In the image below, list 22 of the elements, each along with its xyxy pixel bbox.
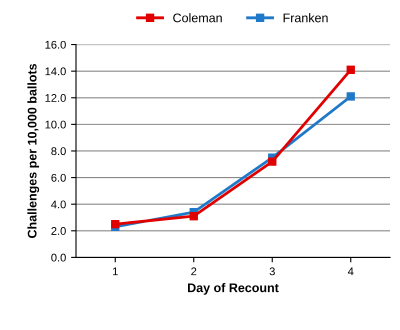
point <box>190 212 198 220</box>
legend-label: Coleman <box>173 13 222 22</box>
y-tick-label: 14.0 <box>46 67 66 76</box>
x-tick-label: 2 <box>191 267 196 276</box>
y-tick-label: 12.0 <box>46 94 66 102</box>
x-tick-label: 4 <box>348 268 354 276</box>
y-tick-label: 10.0 <box>46 120 66 129</box>
y-tick-label: 16.0 <box>46 40 66 49</box>
x-axis-title: Day of Recount <box>188 283 279 295</box>
y-tick-label: 6.0 <box>51 174 66 182</box>
x-tick-label: 1 <box>113 268 118 276</box>
legend-label: Franken <box>284 13 328 22</box>
point <box>268 157 276 166</box>
x-tick-label: 3 <box>270 267 275 276</box>
y-tick-label: 4.0 <box>51 200 66 208</box>
y-axis-title: Challenges per 10,000 ballots <box>27 64 40 238</box>
y-tick-label: 8.0 <box>51 147 66 156</box>
y-tick-label: 0.0 <box>51 254 66 262</box>
point <box>346 92 355 101</box>
y-tick-label: 2.0 <box>51 227 66 235</box>
point <box>111 220 120 228</box>
point <box>346 66 355 74</box>
